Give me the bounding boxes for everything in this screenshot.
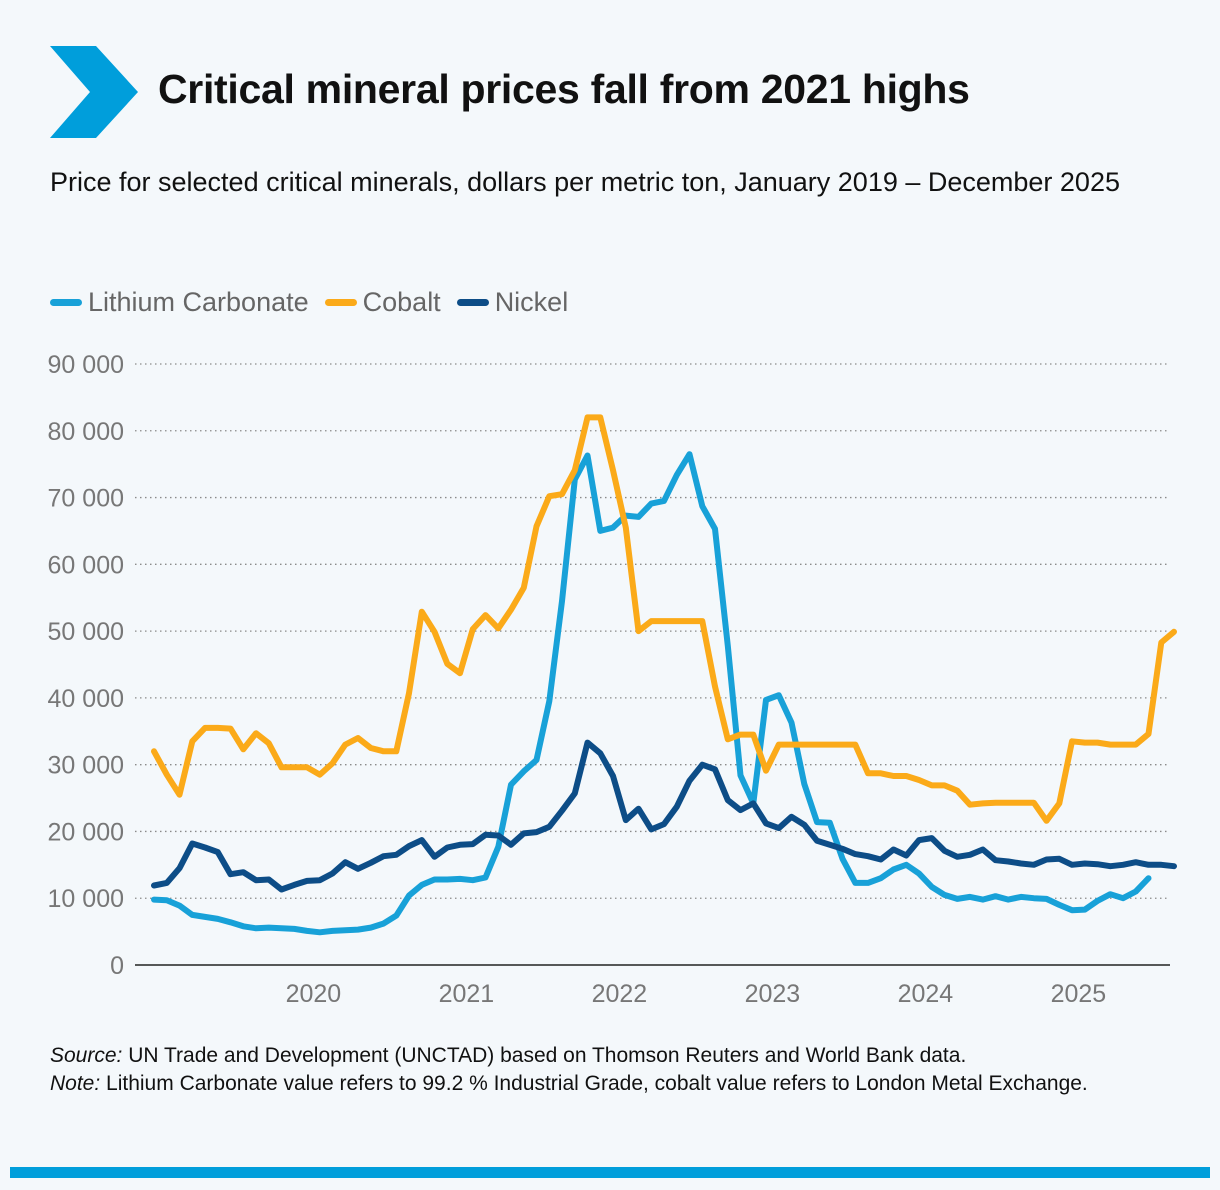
x-tick-label: 2023 [745,980,801,1008]
series-line-cobalt [151,414,1177,824]
legend-swatch [456,298,489,306]
note-line: Note: Lithium Carbonate value refers to … [50,1070,1180,1098]
y-tick-label: 90 000 [48,351,124,379]
legend-label: Cobalt [362,286,441,317]
y-tick-label: 30 000 [48,752,124,780]
line-chart: 0 10 000 20 000 30 000 40 000 50 000 60 000 70 … [48,351,1177,1008]
note-text: Lithium Carbonate value refers to 99.2 %… [100,1072,1088,1095]
x-tick-label: 2020 [286,980,342,1008]
legend-item: Cobalt [324,286,441,318]
y-tick-label: 40 000 [48,685,124,713]
y-tick-label: 80 000 [48,418,124,446]
series-line-nickel [151,739,1177,893]
legend-item: Lithium Carbonate [50,287,309,318]
legend-item: Nickel [456,286,569,318]
x-tick-label: 2022 [592,980,648,1008]
note-label: Note: [50,1072,101,1095]
source-text: UN Trade and Development (UNCTAD) based … [122,1044,967,1067]
legend-swatch [324,298,357,306]
source-line: Source: UN Trade and Development (UNCTAD… [50,1042,1180,1070]
series-lines [151,414,1177,936]
x-tick-label: 2021 [439,980,495,1008]
y-tick-label: 20 000 [48,818,124,846]
chart-subtitle: Price for selected critical minerals, do… [50,167,1120,197]
legend-label: Lithium Carbonate [88,286,309,317]
x-tick-label: 2025 [1051,980,1107,1008]
legend-swatch [50,298,82,306]
y-tick-label: 10 000 [48,885,124,913]
y-tick-label: 70 000 [48,485,124,513]
y-tick-label: 60 000 [48,551,124,579]
chevron-right-icon [50,46,138,138]
x-axis-ticks: 2020 2021 2022 2023 2024 2025 [286,980,1107,1008]
y-tick-label: 50 000 [48,618,124,646]
header: Critical mineral prices fall from 2021 h… [50,46,1170,138]
footnote: Source: UN Trade and Development (UNCTAD… [50,1042,1180,1098]
gridlines [135,363,1170,899]
y-tick-label: 0 [110,952,124,980]
chart-legend: Lithium Carbonate Cobalt Nickel [50,284,584,320]
x-tick-label: 2024 [898,980,954,1008]
y-axis-ticks: 0 10 000 20 000 30 000 40 000 50 000 60 000 70 … [48,351,124,980]
bottom-accent-bar [10,1167,1210,1178]
source-label: Source: [50,1044,123,1067]
chart-title: Critical mineral prices fall from 2021 h… [158,66,970,112]
series-line-lithium-carbonate [151,451,1152,936]
legend-label: Nickel [494,286,569,317]
